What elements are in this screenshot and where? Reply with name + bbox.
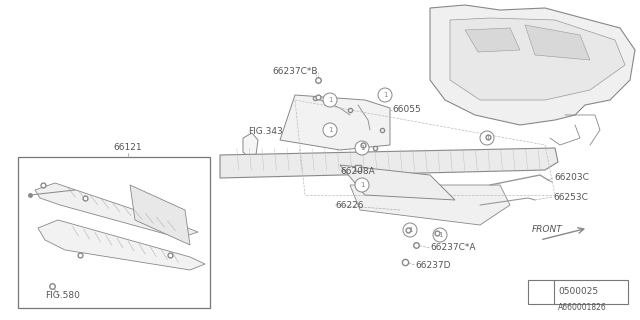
Polygon shape [525, 25, 590, 60]
Text: FRONT: FRONT [532, 226, 563, 235]
Circle shape [403, 223, 417, 237]
Text: 66121: 66121 [114, 143, 142, 153]
Polygon shape [280, 95, 390, 150]
Polygon shape [243, 133, 258, 158]
Text: 1: 1 [408, 227, 412, 233]
Text: FIG.580: FIG.580 [45, 292, 80, 300]
Text: 1: 1 [360, 145, 364, 151]
Text: 66253C: 66253C [553, 193, 588, 202]
Text: 1: 1 [383, 92, 387, 98]
Polygon shape [340, 165, 455, 200]
Text: A660001826: A660001826 [557, 303, 606, 313]
Circle shape [355, 141, 369, 155]
Text: 66237C*A: 66237C*A [430, 244, 476, 252]
Polygon shape [450, 18, 625, 100]
Polygon shape [220, 148, 558, 178]
Bar [18, 157, 210, 308]
Polygon shape [465, 28, 520, 52]
Text: 66226: 66226 [335, 201, 364, 210]
Text: 66237C*B: 66237C*B [273, 68, 318, 76]
Text: 1: 1 [538, 289, 542, 295]
Text: 1: 1 [484, 135, 489, 141]
Circle shape [378, 88, 392, 102]
Text: 0500025: 0500025 [558, 287, 598, 297]
Text: 66203C: 66203C [554, 173, 589, 182]
Circle shape [323, 123, 337, 137]
Text: 66208A: 66208A [340, 167, 375, 177]
Polygon shape [350, 185, 510, 225]
Circle shape [533, 285, 547, 299]
Polygon shape [35, 183, 198, 238]
Text: 1: 1 [328, 127, 332, 133]
Circle shape [323, 93, 337, 107]
Text: 1: 1 [438, 232, 442, 238]
Circle shape [480, 131, 494, 145]
Text: 1: 1 [328, 97, 332, 103]
Polygon shape [38, 220, 205, 270]
Circle shape [355, 178, 369, 192]
Text: 66055: 66055 [392, 106, 420, 115]
Bar [528, 280, 628, 304]
Text: FIG.343: FIG.343 [248, 127, 283, 137]
Text: 66237D: 66237D [415, 260, 451, 269]
Circle shape [433, 228, 447, 242]
Text: 1: 1 [360, 182, 364, 188]
Polygon shape [130, 185, 190, 245]
Polygon shape [430, 5, 635, 125]
